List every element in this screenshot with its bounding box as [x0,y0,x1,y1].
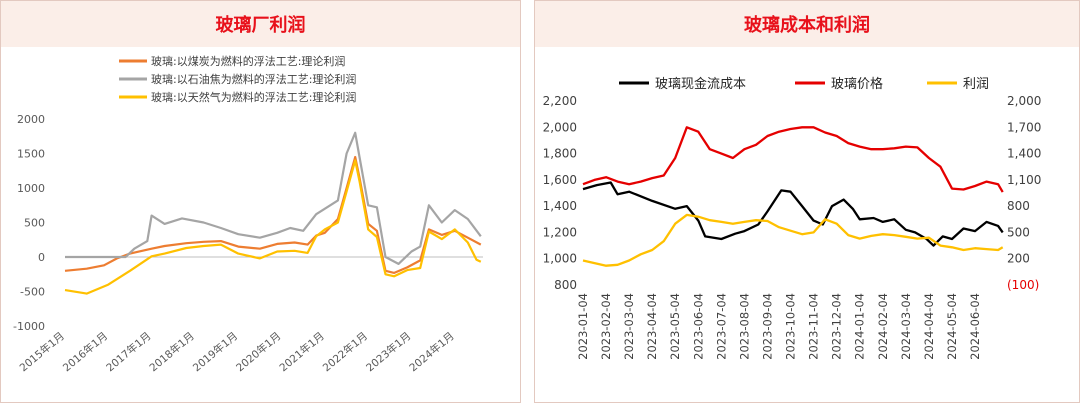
series-line-2 [65,131,482,265]
x-tick-label: 2023-03-04 [622,293,636,360]
profit-chart-title: 玻璃厂利润 [215,15,306,36]
y-left-tick-label: 1,800 [543,147,577,161]
x-tick-label: 2024-06-04 [968,293,982,360]
x-tick-label: 2024-03-04 [899,293,913,360]
y-tick-label: 2000 [17,113,45,126]
x-tick-label: 2022年1月 [320,329,370,374]
legend-label-1: 玻璃现金流成本 [655,76,746,92]
x-tick-label: 2023-10-04 [784,293,798,360]
x-tick-label: 2023-02-04 [599,293,613,360]
y-tick-label: 0 [38,251,45,264]
cost-profit-chart-title: 玻璃成本和利润 [744,15,870,36]
profit-chart-header: 玻璃厂利润 [1,1,520,47]
y-left-tick-label: 2,200 [543,94,577,108]
y-tick-label: -1000 [13,320,45,333]
y-right-tick-label: 200 [1007,252,1030,266]
x-tick-label: 2023-06-04 [691,293,705,360]
y-tick-label: 1000 [17,182,45,195]
x-tick-label: 2023-04-04 [645,293,659,360]
y-tick-label: 500 [24,217,45,230]
y-tick-label: 1500 [17,148,45,161]
x-tick-label: 2020年1月 [233,329,283,374]
y-tick-label: -500 [20,286,45,299]
x-tick-label: 2024-01-04 [853,293,867,360]
x-tick-label: 2023-12-04 [830,293,844,360]
legend-label-2: 玻璃价格 [831,76,883,92]
cost-profit-chart: 2,200 2,000 1,800 1,600 1,400 1,200 1,000 800 2,… [543,76,1042,360]
x-tick-label: 2024-04-04 [922,293,936,360]
profit-chart-panel: 玻璃厂利润 2000 1500 1000 500 0 -500 -1000 2015年1月 20… [0,0,521,403]
y-right-tick-label: 1,400 [1007,147,1041,161]
y-right-tick-label: (100) [1007,278,1039,292]
x-tick-label: 2024-05-04 [945,293,959,360]
x-tick-label: 2023-07-04 [714,293,728,360]
x-tick-label: 2015年1月 [17,329,67,374]
x-tick-label: 2023-01-04 [576,293,590,360]
series-line-2 [582,126,1004,193]
profit-chart: 2000150010005000-500-10002015年1月2016年1月2… [13,54,483,374]
x-tick-label: 2024-02-04 [876,293,890,360]
x-tick-label: 2016年1月 [60,329,110,374]
x-tick-label: 2023-08-04 [737,293,751,360]
y-right-tick-label: 2,000 [1007,94,1041,108]
y-left-tick-label: 1,600 [543,173,577,187]
legend-label-1: 玻璃:以煤炭为燃料的浮法工艺:理论利润 [151,54,345,68]
x-tick-label: 2017年1月 [104,329,154,374]
series-line-3 [64,159,482,295]
legend-label-3: 玻璃:以天然气为燃料的浮法工艺:理论利润 [151,90,356,104]
y-left-tick-label: 800 [554,278,577,292]
x-tick-label: 2023年1月 [363,329,413,374]
y-left-tick-label: 2,000 [543,120,577,134]
y-right-tick-label: 1,100 [1007,173,1041,187]
legend-label-3: 利润 [963,77,989,92]
y-right-tick-label: 500 [1007,225,1030,239]
y-left-tick-label: 1,200 [543,225,577,239]
x-tick-label: 2024年1月 [407,329,457,374]
series-line-1 [582,181,1004,247]
y-left-tick-label: 1,000 [543,252,577,266]
y-right-tick-label: 1,700 [1007,120,1041,134]
x-tick-label: 2019年1月 [190,329,240,374]
y-left-tick-label: 1,400 [543,199,577,213]
x-tick-label: 2023-09-04 [760,293,774,360]
x-tick-label: 2018年1月 [147,329,197,374]
x-tick-label: 2021年1月 [277,329,327,374]
legend-label-2: 玻璃:以石油焦为燃料的浮法工艺:理论利润 [151,72,356,86]
cost-profit-chart-header: 玻璃成本和利润 [535,1,1079,47]
x-tick-label: 2023-11-04 [807,293,821,360]
cost-profit-chart-panel: 玻璃成本和利润 2,200 2,000 1,800 1,600 1,400 1,200 1,… [534,0,1080,403]
series-line-3 [582,213,1004,267]
x-tick-label: 2023-05-04 [668,293,682,360]
y-right-tick-label: 800 [1007,199,1030,213]
